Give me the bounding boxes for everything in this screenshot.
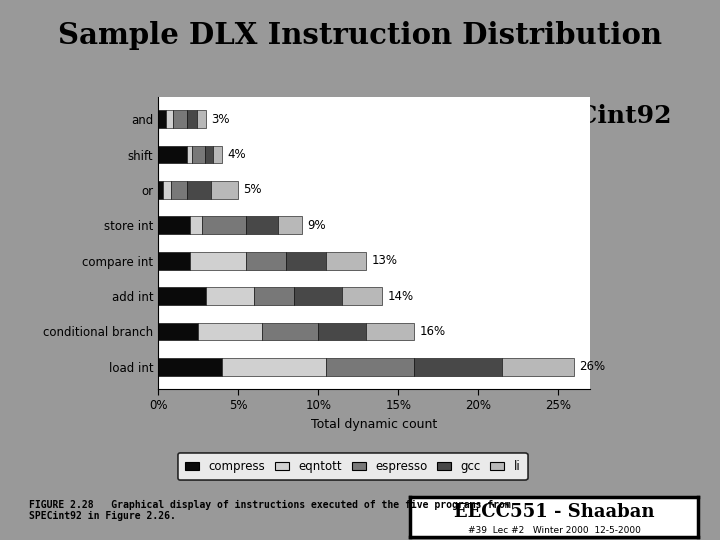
X-axis label: Total dynamic count: Total dynamic count (311, 418, 438, 431)
Bar (187, 111, 197, 128)
Text: #39  Lec #2   Winter 2000  12-5-2000: #39 Lec #2 Winter 2000 12-5-2000 (468, 525, 641, 535)
Bar (158, 146, 187, 164)
Text: 3%: 3% (211, 113, 230, 126)
Text: 9%: 9% (307, 219, 326, 232)
Bar (222, 358, 326, 375)
Bar (158, 358, 222, 375)
Text: Using SPECint92: Using SPECint92 (431, 104, 671, 129)
Bar (343, 287, 382, 305)
Bar (294, 287, 343, 305)
Bar (326, 358, 415, 375)
Bar (415, 358, 503, 375)
Bar (158, 322, 199, 340)
Text: FIGURE 2.28   Graphical display of instructions executed of the five programs fr: FIGURE 2.28 Graphical display of instruc… (29, 500, 510, 521)
Bar (190, 252, 246, 269)
Text: EECC551 - Shaaban: EECC551 - Shaaban (454, 503, 654, 521)
Bar (197, 111, 207, 128)
Text: 13%: 13% (372, 254, 397, 267)
Text: 26%: 26% (579, 360, 606, 373)
Bar (202, 217, 246, 234)
Bar (190, 217, 202, 234)
Legend: compress, eqntott, espresso, gcc, li: compress, eqntott, espresso, gcc, li (178, 453, 528, 480)
Bar (171, 181, 187, 199)
Text: 14%: 14% (387, 289, 413, 302)
Bar (187, 146, 192, 164)
Text: Sample DLX Instruction Distribution: Sample DLX Instruction Distribution (58, 21, 662, 50)
Bar (246, 252, 287, 269)
Bar (262, 322, 318, 340)
Bar (173, 111, 187, 128)
Bar (166, 111, 173, 128)
Bar (246, 217, 279, 234)
Bar (163, 181, 171, 199)
Bar (158, 181, 163, 199)
Bar (213, 146, 222, 164)
Bar (211, 181, 238, 199)
Bar (158, 252, 190, 269)
Bar (158, 287, 207, 305)
Bar (192, 146, 204, 164)
Bar (326, 252, 366, 269)
Bar (158, 111, 166, 128)
Text: 4%: 4% (228, 148, 246, 161)
Bar (287, 252, 326, 269)
Bar (158, 217, 190, 234)
Bar (318, 322, 366, 340)
Text: 16%: 16% (419, 325, 446, 338)
Bar (366, 322, 415, 340)
Bar (204, 146, 213, 164)
Bar (207, 287, 254, 305)
Text: 5%: 5% (243, 184, 261, 197)
Bar (187, 181, 211, 199)
Bar (279, 217, 302, 234)
Bar (254, 287, 294, 305)
Bar (199, 322, 262, 340)
Bar (503, 358, 575, 375)
